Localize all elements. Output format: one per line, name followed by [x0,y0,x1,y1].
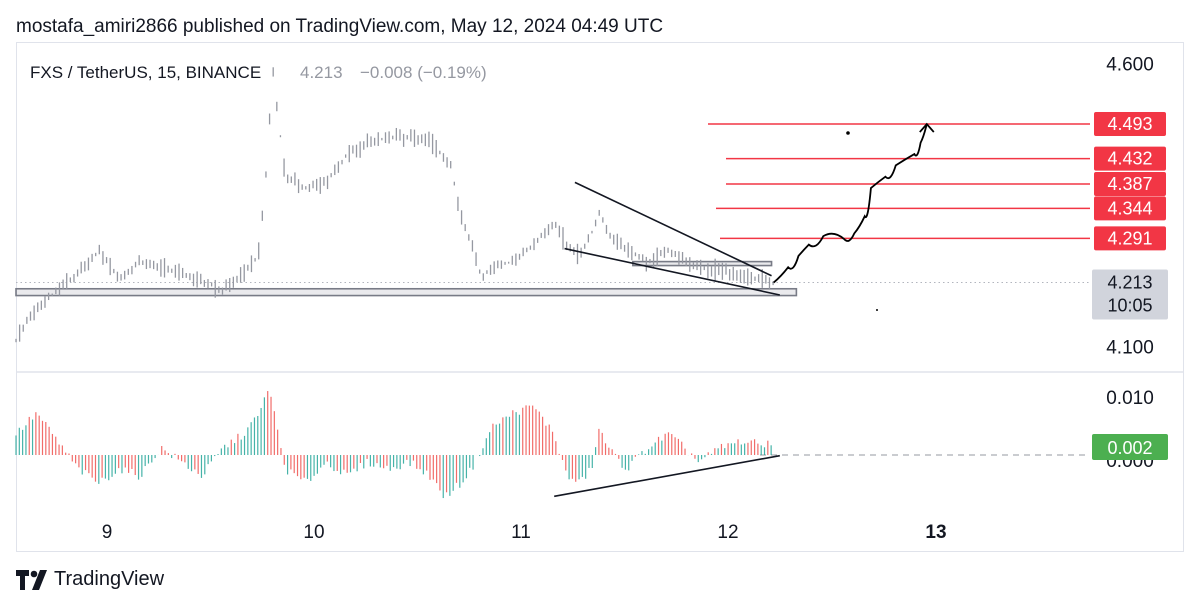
time-axis-tick: 10 [303,522,324,543]
falling-wedge-upper [574,181,772,277]
target-level-tag [1094,146,1166,171]
current-price-tag [1092,269,1168,320]
time-axis-tick: 13 [925,522,946,543]
osc-axis-tick: 0.010 [1106,388,1154,409]
projection-path [773,123,928,284]
projection-arrowhead [919,122,935,133]
current-price-value: 4.213 [1107,273,1152,293]
target-level-label: 4.344 [1107,198,1152,218]
osc-current-tag [1092,434,1168,460]
falling-wedge-lower [564,247,780,296]
footer-brand: TradingView [54,568,165,590]
target-level-label: 4.291 [1107,228,1152,248]
footer: TradingView [16,568,164,591]
symbol-title: FXS / TetherUS, 15, BINANCE [30,63,261,82]
target-level-tag [1094,112,1166,137]
chart-panel[interactable] [16,42,1184,552]
price-axis-tick: 4.600 [1106,55,1154,76]
support-zone [15,287,798,297]
publication-header: mostafa_amiri2866 published on TradingVi… [16,16,664,37]
last-price: 4.213 [300,63,343,82]
annotation-dot [846,131,850,135]
target-level-label: 4.387 [1107,174,1152,194]
price-axis-tick: 4.100 [1106,338,1154,359]
annotation-dot [876,309,878,311]
time-axis-tick: 12 [717,522,738,543]
osc-current-value: 0.002 [1107,438,1152,458]
osc-support [554,454,780,498]
target-level-label: 4.493 [1107,114,1152,134]
target-level-tag [1094,226,1166,251]
target-level-label: 4.432 [1107,149,1152,169]
tradingview-logo-icon [16,569,47,590]
time-axis-tick: 9 [102,522,113,543]
target-level-tag [1094,196,1166,221]
bar-countdown: 10:05 [1107,296,1152,316]
target-level-tag [1094,172,1166,197]
price-change: −0.008 (−0.19%) [360,63,487,82]
time-axis-tick: 11 [511,522,531,543]
